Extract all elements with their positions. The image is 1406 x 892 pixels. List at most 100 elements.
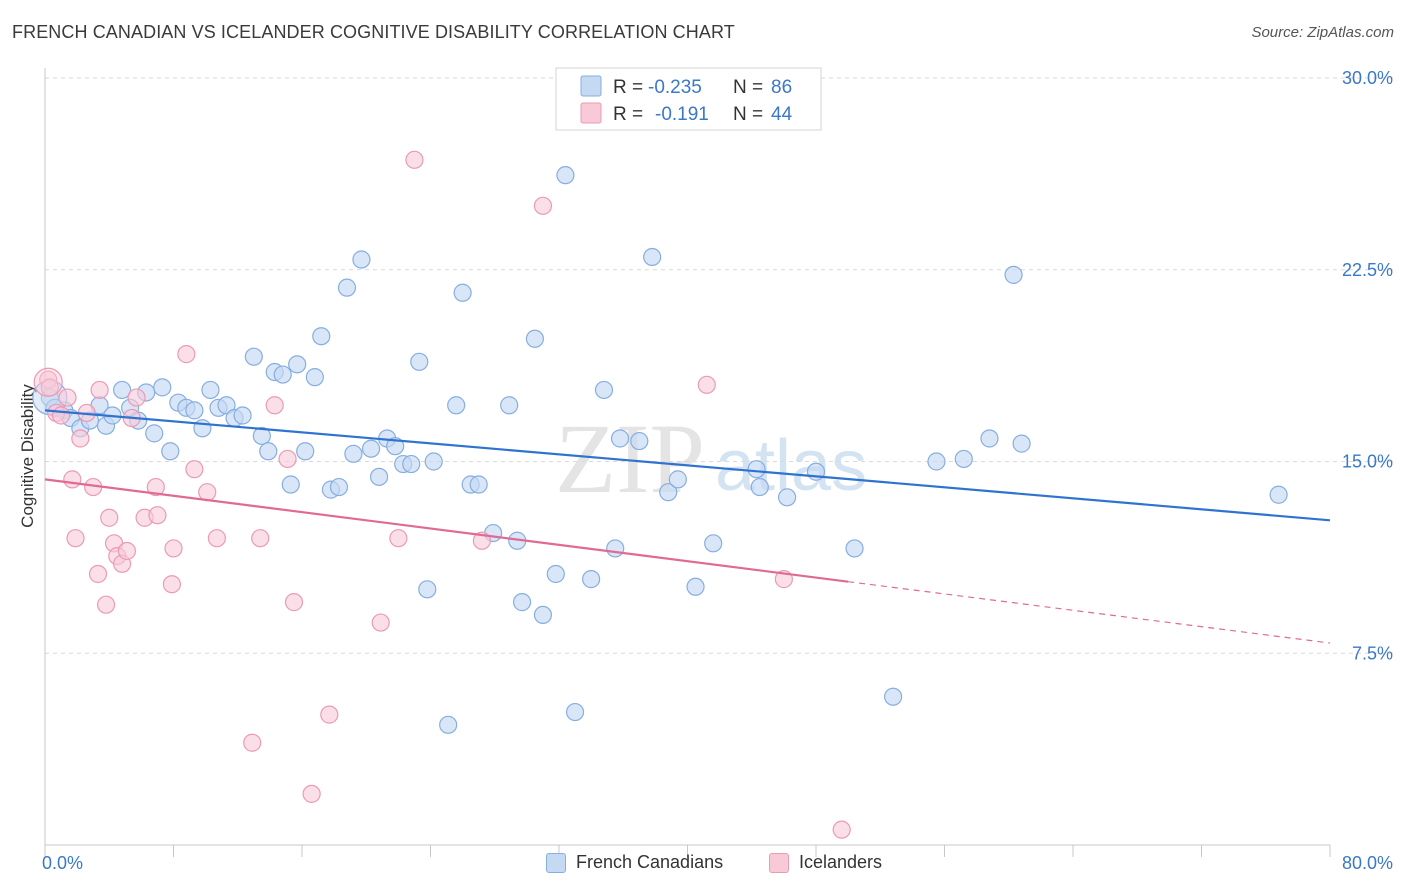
point-french-canadian xyxy=(424,452,443,471)
point-french-canadian xyxy=(273,365,292,384)
point-french-canadian xyxy=(161,442,180,461)
legend-n-value-blue: 86 xyxy=(771,77,792,98)
point-french-canadian xyxy=(217,396,236,415)
legend-n-label-pink: N = xyxy=(733,104,763,125)
point-icelander xyxy=(146,477,165,497)
point-french-canadian xyxy=(883,687,903,706)
point-french-canadian xyxy=(927,452,946,471)
point-french-canadian xyxy=(288,355,307,374)
point-icelander xyxy=(198,483,217,502)
point-french-canadian xyxy=(686,577,705,596)
point-icelander xyxy=(243,733,262,752)
point-french-canadian xyxy=(259,442,278,461)
point-french-canadian xyxy=(185,401,204,420)
point-icelander xyxy=(278,449,297,469)
legend-n-label-blue: N = xyxy=(733,77,763,98)
legend-r-value-blue: -0.235 xyxy=(648,77,702,98)
legend-n-value-pink: 44 xyxy=(771,104,793,125)
point-icelander xyxy=(162,575,181,594)
point-icelander xyxy=(63,470,82,489)
x-tick-label-min: 0.0% xyxy=(42,853,83,873)
point-icelander xyxy=(90,380,109,400)
point-french-canadian xyxy=(630,431,649,451)
legend-r-value-pink: -0.191 xyxy=(655,104,709,125)
point-french-canadian xyxy=(312,327,331,346)
point-french-canadian xyxy=(556,166,575,185)
point-french-canadian xyxy=(704,534,723,553)
legend-label-icelanders: Icelanders xyxy=(799,852,883,872)
point-french-canadian xyxy=(500,396,519,415)
x-tick-label-max: 80.0% xyxy=(1342,853,1393,873)
point-french-canadian xyxy=(453,283,472,302)
point-french-canadian xyxy=(1012,434,1031,453)
point-french-canadian xyxy=(112,380,132,400)
point-french-canadian xyxy=(845,539,864,558)
point-french-canadian xyxy=(410,352,429,371)
point-french-canadian xyxy=(525,329,545,348)
point-icelander xyxy=(405,150,424,169)
tick-labels: 7.5% 15.0% 22.5% 30.0% 0.0% 80.0% xyxy=(42,68,1393,873)
point-french-canadian xyxy=(469,475,488,494)
point-french-canadian xyxy=(153,378,172,397)
point-icelander xyxy=(148,506,167,525)
legend-swatch-icelanders xyxy=(769,852,789,873)
series-french-canadians xyxy=(32,79,1288,734)
legend-swatch-pink xyxy=(580,102,602,124)
trend-line-french-canadians xyxy=(44,409,1331,522)
point-icelander xyxy=(164,539,183,558)
point-icelander xyxy=(320,705,339,724)
point-french-canadian xyxy=(418,580,437,599)
point-icelander xyxy=(185,460,204,479)
point-icelander xyxy=(96,595,116,614)
point-french-canadian xyxy=(1004,265,1023,284)
point-french-canadian xyxy=(747,460,766,479)
point-french-canadian xyxy=(337,278,357,297)
point-icelander xyxy=(697,375,716,394)
point-icelander xyxy=(302,784,321,803)
point-french-canadian xyxy=(386,437,405,456)
point-french-canadian xyxy=(244,347,263,366)
point-french-canadian xyxy=(1269,485,1288,504)
point-icelander xyxy=(265,396,284,415)
point-french-canadian xyxy=(750,477,769,497)
point-icelander xyxy=(58,388,77,407)
point-icelander xyxy=(88,564,108,584)
chart-title: FRENCH CANADIAN VS ICELANDER COGNITIVE D… xyxy=(12,22,735,42)
y-tick-label: 22.5% xyxy=(1342,260,1393,280)
axes xyxy=(44,68,1331,857)
point-french-canadian xyxy=(329,477,349,497)
legend-box: R = -0.235 N = 86 R = -0.191 N = 44 xyxy=(555,67,822,131)
trend-line-icelanders-extension xyxy=(848,581,1331,644)
point-french-canadian xyxy=(954,449,973,469)
point-icelander xyxy=(51,406,71,425)
point-french-canadian xyxy=(344,444,363,463)
source-credit: Source: ZipAtlas.com xyxy=(1251,24,1394,41)
point-icelander xyxy=(284,593,304,612)
point-french-canadian xyxy=(777,488,797,507)
point-french-canadian xyxy=(565,702,585,722)
point-french-canadian xyxy=(643,247,662,267)
point-french-canadian xyxy=(546,564,565,584)
point-french-canadian xyxy=(439,715,458,734)
point-french-canadian xyxy=(533,605,553,625)
point-icelander xyxy=(117,541,137,561)
point-icelander xyxy=(127,388,146,407)
point-french-canadian xyxy=(668,470,687,489)
point-icelander xyxy=(389,529,408,548)
trend-lines xyxy=(44,409,1331,644)
point-icelander xyxy=(207,529,226,548)
point-french-canadian xyxy=(594,380,614,400)
point-french-canadian xyxy=(145,424,164,443)
point-french-canadian xyxy=(402,454,421,474)
point-french-canadian xyxy=(582,570,601,589)
legend-item-french-canadians: French Canadians xyxy=(546,852,723,873)
point-icelander xyxy=(100,508,119,527)
point-icelander xyxy=(533,196,553,215)
watermark-zip: ZIP xyxy=(555,403,705,514)
point-french-canadian xyxy=(606,539,625,558)
point-french-canadian xyxy=(659,483,678,502)
point-icelander-cluster xyxy=(33,367,63,397)
bottom-legend: French Canadians Icelanders xyxy=(0,852,1406,878)
y-tick-label: 15.0% xyxy=(1342,452,1393,472)
